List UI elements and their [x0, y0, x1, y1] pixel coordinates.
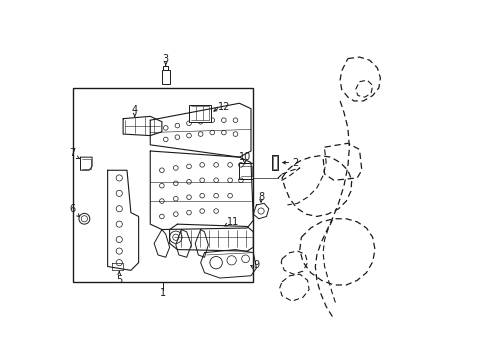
- Text: 5: 5: [116, 275, 122, 285]
- Bar: [73, 88, 253, 282]
- Text: 8: 8: [258, 192, 264, 202]
- Bar: [271, 155, 278, 170]
- Text: 1: 1: [160, 288, 166, 298]
- Bar: [163, 66, 168, 70]
- Text: 7: 7: [69, 148, 76, 158]
- Text: 6: 6: [70, 204, 76, 214]
- Text: 11: 11: [226, 217, 239, 227]
- Bar: [162, 70, 169, 84]
- Text: 9: 9: [253, 260, 259, 270]
- Text: 10: 10: [238, 152, 250, 162]
- Text: 4: 4: [131, 105, 138, 115]
- Text: 12: 12: [217, 102, 229, 112]
- Text: 2: 2: [291, 158, 298, 167]
- Bar: [189, 105, 210, 122]
- Text: 3: 3: [163, 54, 168, 64]
